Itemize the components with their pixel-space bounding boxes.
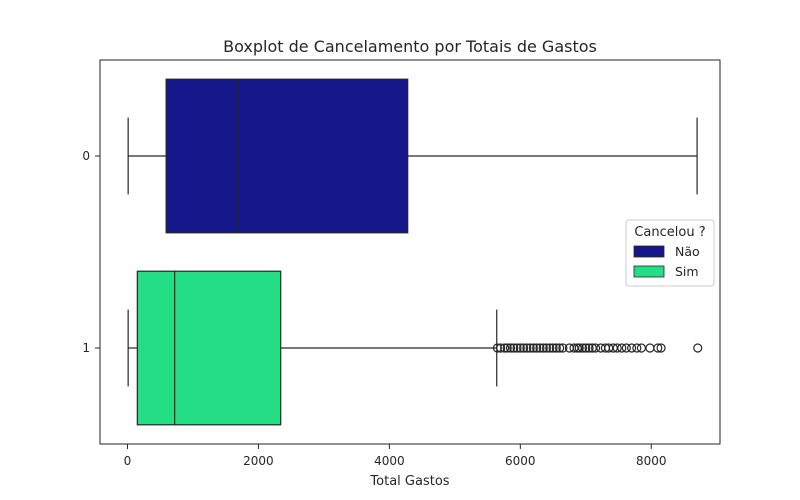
outlier-point-cat-1-26 bbox=[581, 343, 591, 353]
outlier-point-cat-1-25 bbox=[577, 343, 588, 353]
box-iqr-cat-1 bbox=[136, 270, 282, 426]
outlier-point-cat-1-24 bbox=[574, 343, 584, 353]
outlier-point-cat-1-36 bbox=[621, 343, 631, 353]
x-axis: 0 2000 4000 6000 8000 bbox=[124, 444, 667, 468]
legend: Cancelou ? Não Sim bbox=[625, 219, 715, 287]
x-tick-label-0: 0 bbox=[124, 454, 132, 468]
x-tick-label-2000: 2000 bbox=[243, 454, 274, 468]
y-axis: 01 bbox=[82, 149, 100, 355]
box-group-cat-0 bbox=[127, 78, 698, 234]
outlier-point-cat-1-34 bbox=[612, 343, 622, 353]
outlier-point-cat-1-17 bbox=[548, 343, 558, 353]
outlier-point-cat-1-5 bbox=[509, 343, 519, 353]
y-tick-label-1: 1 bbox=[82, 341, 90, 355]
outlier-point-cat-1-2 bbox=[500, 343, 510, 353]
outlier-point-cat-1-7 bbox=[515, 343, 525, 353]
outlier-point-cat-1-1 bbox=[496, 343, 506, 353]
legend-label-sim: Sim bbox=[675, 264, 699, 279]
x-tick-label-4000: 4000 bbox=[374, 454, 405, 468]
outlier-point-cat-1-16 bbox=[545, 343, 555, 353]
outlier-point-cat-1-35 bbox=[617, 343, 627, 353]
outlier-point-cat-1-14 bbox=[538, 343, 548, 353]
outlier-point-cat-1-29 bbox=[591, 343, 601, 353]
legend-label-nao: Não bbox=[675, 244, 700, 259]
outlier-point-cat-1-11 bbox=[528, 343, 539, 353]
x-tick-label-6000: 6000 bbox=[505, 454, 536, 468]
outlier-point-cat-1-37 bbox=[627, 343, 637, 353]
outlier-point-cat-1-4 bbox=[505, 343, 516, 353]
outlier-point-cat-1-6 bbox=[512, 343, 522, 353]
outlier-point-cat-1-15 bbox=[541, 343, 552, 353]
box-iqr-cat-0 bbox=[165, 78, 409, 234]
outlier-point-cat-1-0 bbox=[492, 343, 503, 353]
boxes-layer bbox=[127, 78, 703, 426]
y-tick-label-0: 0 bbox=[82, 149, 90, 163]
x-axis-label: Total Gastos bbox=[369, 474, 449, 489]
outlier-point-cat-1-10 bbox=[525, 343, 535, 353]
outlier-point-cat-1-40 bbox=[645, 343, 655, 353]
outlier-point-cat-1-20 bbox=[558, 343, 568, 353]
box-group-cat-1 bbox=[127, 270, 703, 426]
outlier-point-cat-1-9 bbox=[522, 343, 532, 353]
x-tick-label-8000: 8000 bbox=[636, 454, 667, 468]
outlier-point-cat-1-19 bbox=[554, 343, 565, 353]
outlier-point-cat-1-13 bbox=[535, 343, 545, 353]
outlier-point-cat-1-27 bbox=[584, 343, 594, 353]
legend-swatch-nao bbox=[633, 245, 665, 258]
legend-swatch-sim bbox=[633, 265, 665, 278]
outlier-point-cat-1-38 bbox=[632, 343, 642, 353]
legend-title: Cancelou ? bbox=[634, 225, 705, 240]
outlier-point-cat-1-42 bbox=[656, 343, 666, 353]
outlier-point-cat-1-8 bbox=[518, 343, 529, 353]
outlier-point-cat-1-18 bbox=[551, 343, 561, 353]
chart-title: Boxplot de Cancelamento por Totais de Ga… bbox=[223, 37, 597, 56]
outlier-point-cat-1-41 bbox=[653, 343, 663, 353]
outlier-point-cat-1-43 bbox=[693, 343, 703, 353]
plot-area-frame bbox=[99, 59, 721, 445]
outlier-point-cat-1-12 bbox=[532, 343, 542, 353]
outlier-point-cat-1-3 bbox=[502, 343, 512, 353]
